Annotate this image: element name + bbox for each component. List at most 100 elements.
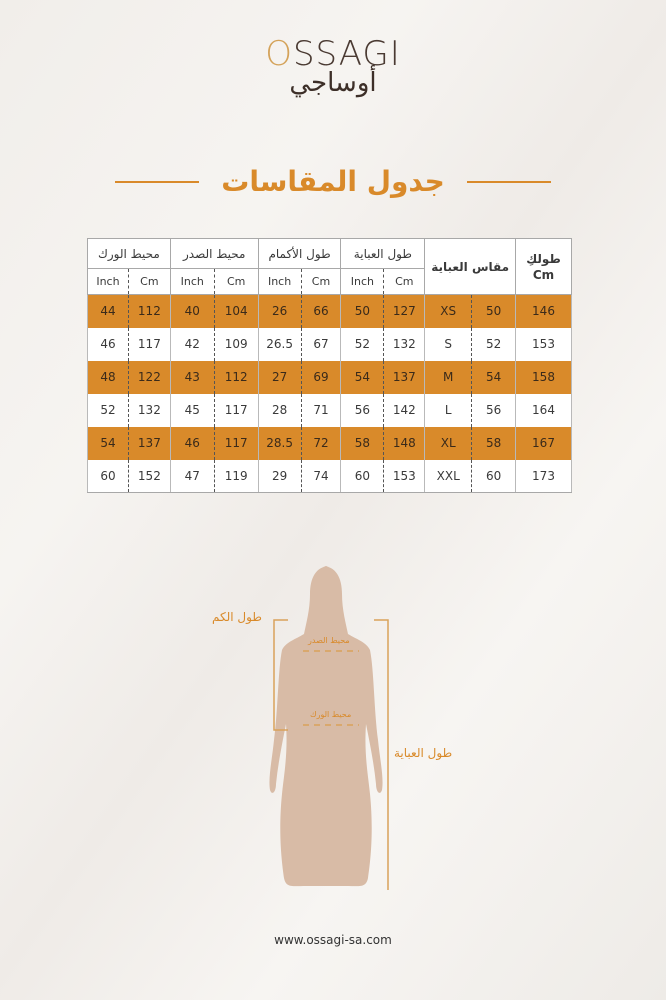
cell-size: XXL xyxy=(424,459,473,493)
cell-size-num: 60 xyxy=(471,459,517,493)
cell-size: L xyxy=(424,393,473,427)
table-row: 60 152 47 119 29 74 60 153 XXL 60 173 xyxy=(87,459,572,493)
cell-chest-in: 45 xyxy=(169,393,215,427)
unit-inch: Inch xyxy=(340,268,385,295)
cell-chest-cm: 117 xyxy=(214,393,259,427)
cell-chest-in: 40 xyxy=(169,294,215,328)
cell-hip-cm: 137 xyxy=(128,426,171,460)
cell-chest-in: 46 xyxy=(169,426,215,460)
cell-len-in: 60 xyxy=(340,459,385,493)
cell-chest-in: 42 xyxy=(169,327,215,361)
cell-hip-in: 54 xyxy=(87,426,129,460)
cell-len-cm: 148 xyxy=(383,426,426,460)
cell-sleeve-cm: 69 xyxy=(301,360,342,394)
cell-sleeve-in: 28 xyxy=(257,393,302,427)
cell-len-in: 50 xyxy=(340,294,385,328)
cell-sleeve-cm: 67 xyxy=(301,327,342,361)
cell-hip-in: 60 xyxy=(87,459,129,493)
cell-size-num: 58 xyxy=(471,426,517,460)
cell-hip-cm: 152 xyxy=(128,459,171,493)
header-sleeve: طول الأكمام xyxy=(257,238,342,269)
header-hip: محيط الورك xyxy=(87,238,171,269)
cell-size-num: 50 xyxy=(471,294,517,328)
divider xyxy=(466,180,551,183)
cell-size-num: 52 xyxy=(471,327,517,361)
header-abaya-size: مقاس العباية xyxy=(424,238,517,295)
cell-hip-in: 48 xyxy=(87,360,129,394)
cell-size: XL xyxy=(424,426,473,460)
unit-cm: Cm xyxy=(383,268,426,295)
cell-sleeve-cm: 66 xyxy=(301,294,342,328)
table-row: 54 137 46 117 28.5 72 58 148 XL 58 167 xyxy=(87,426,572,460)
cell-len-in: 58 xyxy=(340,426,385,460)
cell-chest-cm: 119 xyxy=(214,459,259,493)
table-row: 46 117 42 109 26.5 67 52 132 S 52 153 xyxy=(87,327,572,361)
cell-sleeve-in: 27 xyxy=(257,360,302,394)
header-height: طولكِ Cm xyxy=(515,238,572,295)
cell-chest-cm: 104 xyxy=(214,294,259,328)
header-abaya-length: طول العباية xyxy=(340,238,426,269)
cell-hip-in: 44 xyxy=(87,294,129,328)
cell-size: XS xyxy=(424,294,473,328)
table-row: 44 112 40 104 26 66 50 127 XS 50 146 xyxy=(87,294,572,328)
cell-len-cm: 153 xyxy=(383,459,426,493)
divider xyxy=(115,180,200,183)
unit-cm: Cm xyxy=(301,268,342,295)
cell-size-num: 54 xyxy=(471,360,517,394)
cell-len-cm: 132 xyxy=(383,327,426,361)
cell-hip-cm: 112 xyxy=(128,294,171,328)
size-table: محيط الورك محيط الصدر طول الأكمام طول ال… xyxy=(87,238,572,493)
cell-sleeve-in: 29 xyxy=(257,459,302,493)
cell-chest-in: 47 xyxy=(169,459,215,493)
logo-arabic: أوساجي xyxy=(289,68,377,98)
cell-len-cm: 137 xyxy=(383,360,426,394)
cell-size: S xyxy=(424,327,473,361)
cell-sleeve-in: 26.5 xyxy=(257,327,302,361)
chest-label: محيط الصدر xyxy=(308,636,350,645)
cell-size: M xyxy=(424,360,473,394)
body-measurement-figure: محيط الصدر محيط الورك xyxy=(190,560,470,910)
cell-sleeve-cm: 71 xyxy=(301,393,342,427)
cell-hip-in: 52 xyxy=(87,393,129,427)
abaya-length-label: طول العباية xyxy=(394,746,453,760)
brand-logo: OSSAGI أوساجي xyxy=(0,34,666,98)
cell-len-cm: 142 xyxy=(383,393,426,427)
cell-len-in: 52 xyxy=(340,327,385,361)
title-row: جدول المقاسات xyxy=(0,165,666,198)
unit-cm: Cm xyxy=(214,268,259,295)
header-height-unit: Cm xyxy=(532,267,555,282)
unit-cm: Cm xyxy=(128,268,171,295)
cell-hip-cm: 122 xyxy=(128,360,171,394)
cell-chest-cm: 112 xyxy=(214,360,259,394)
table-row: 52 132 45 117 28 71 56 142 L 56 164 xyxy=(87,393,572,427)
cell-height: 173 xyxy=(515,459,572,493)
header-height-label: طولكِ xyxy=(526,251,561,266)
cell-hip-in: 46 xyxy=(87,327,129,361)
cell-sleeve-in: 28.5 xyxy=(257,426,302,460)
hip-label: محيط الورك xyxy=(310,710,352,719)
cell-height: 146 xyxy=(515,294,572,328)
unit-inch: Inch xyxy=(257,268,302,295)
cell-height: 153 xyxy=(515,327,572,361)
cell-size-num: 56 xyxy=(471,393,517,427)
header-chest: محيط الصدر xyxy=(169,238,259,269)
cell-chest-cm: 117 xyxy=(214,426,259,460)
cell-sleeve-in: 26 xyxy=(257,294,302,328)
website-url[interactable]: www.ossagi-sa.com xyxy=(274,933,392,947)
cell-sleeve-cm: 72 xyxy=(301,426,342,460)
unit-inch: Inch xyxy=(169,268,215,295)
cell-len-in: 56 xyxy=(340,393,385,427)
cell-hip-cm: 132 xyxy=(128,393,171,427)
cell-sleeve-cm: 74 xyxy=(301,459,342,493)
cell-height: 158 xyxy=(515,360,572,394)
cell-height: 167 xyxy=(515,426,572,460)
cell-hip-cm: 117 xyxy=(128,327,171,361)
cell-height: 164 xyxy=(515,393,572,427)
logo-latin: OSSAGI xyxy=(265,34,401,74)
sleeve-label: طول الكم xyxy=(212,610,262,624)
page-title: جدول المقاسات xyxy=(221,165,445,198)
cell-len-in: 54 xyxy=(340,360,385,394)
cell-chest-in: 43 xyxy=(169,360,215,394)
cell-len-cm: 127 xyxy=(383,294,426,328)
silhouette-icon xyxy=(269,566,389,910)
